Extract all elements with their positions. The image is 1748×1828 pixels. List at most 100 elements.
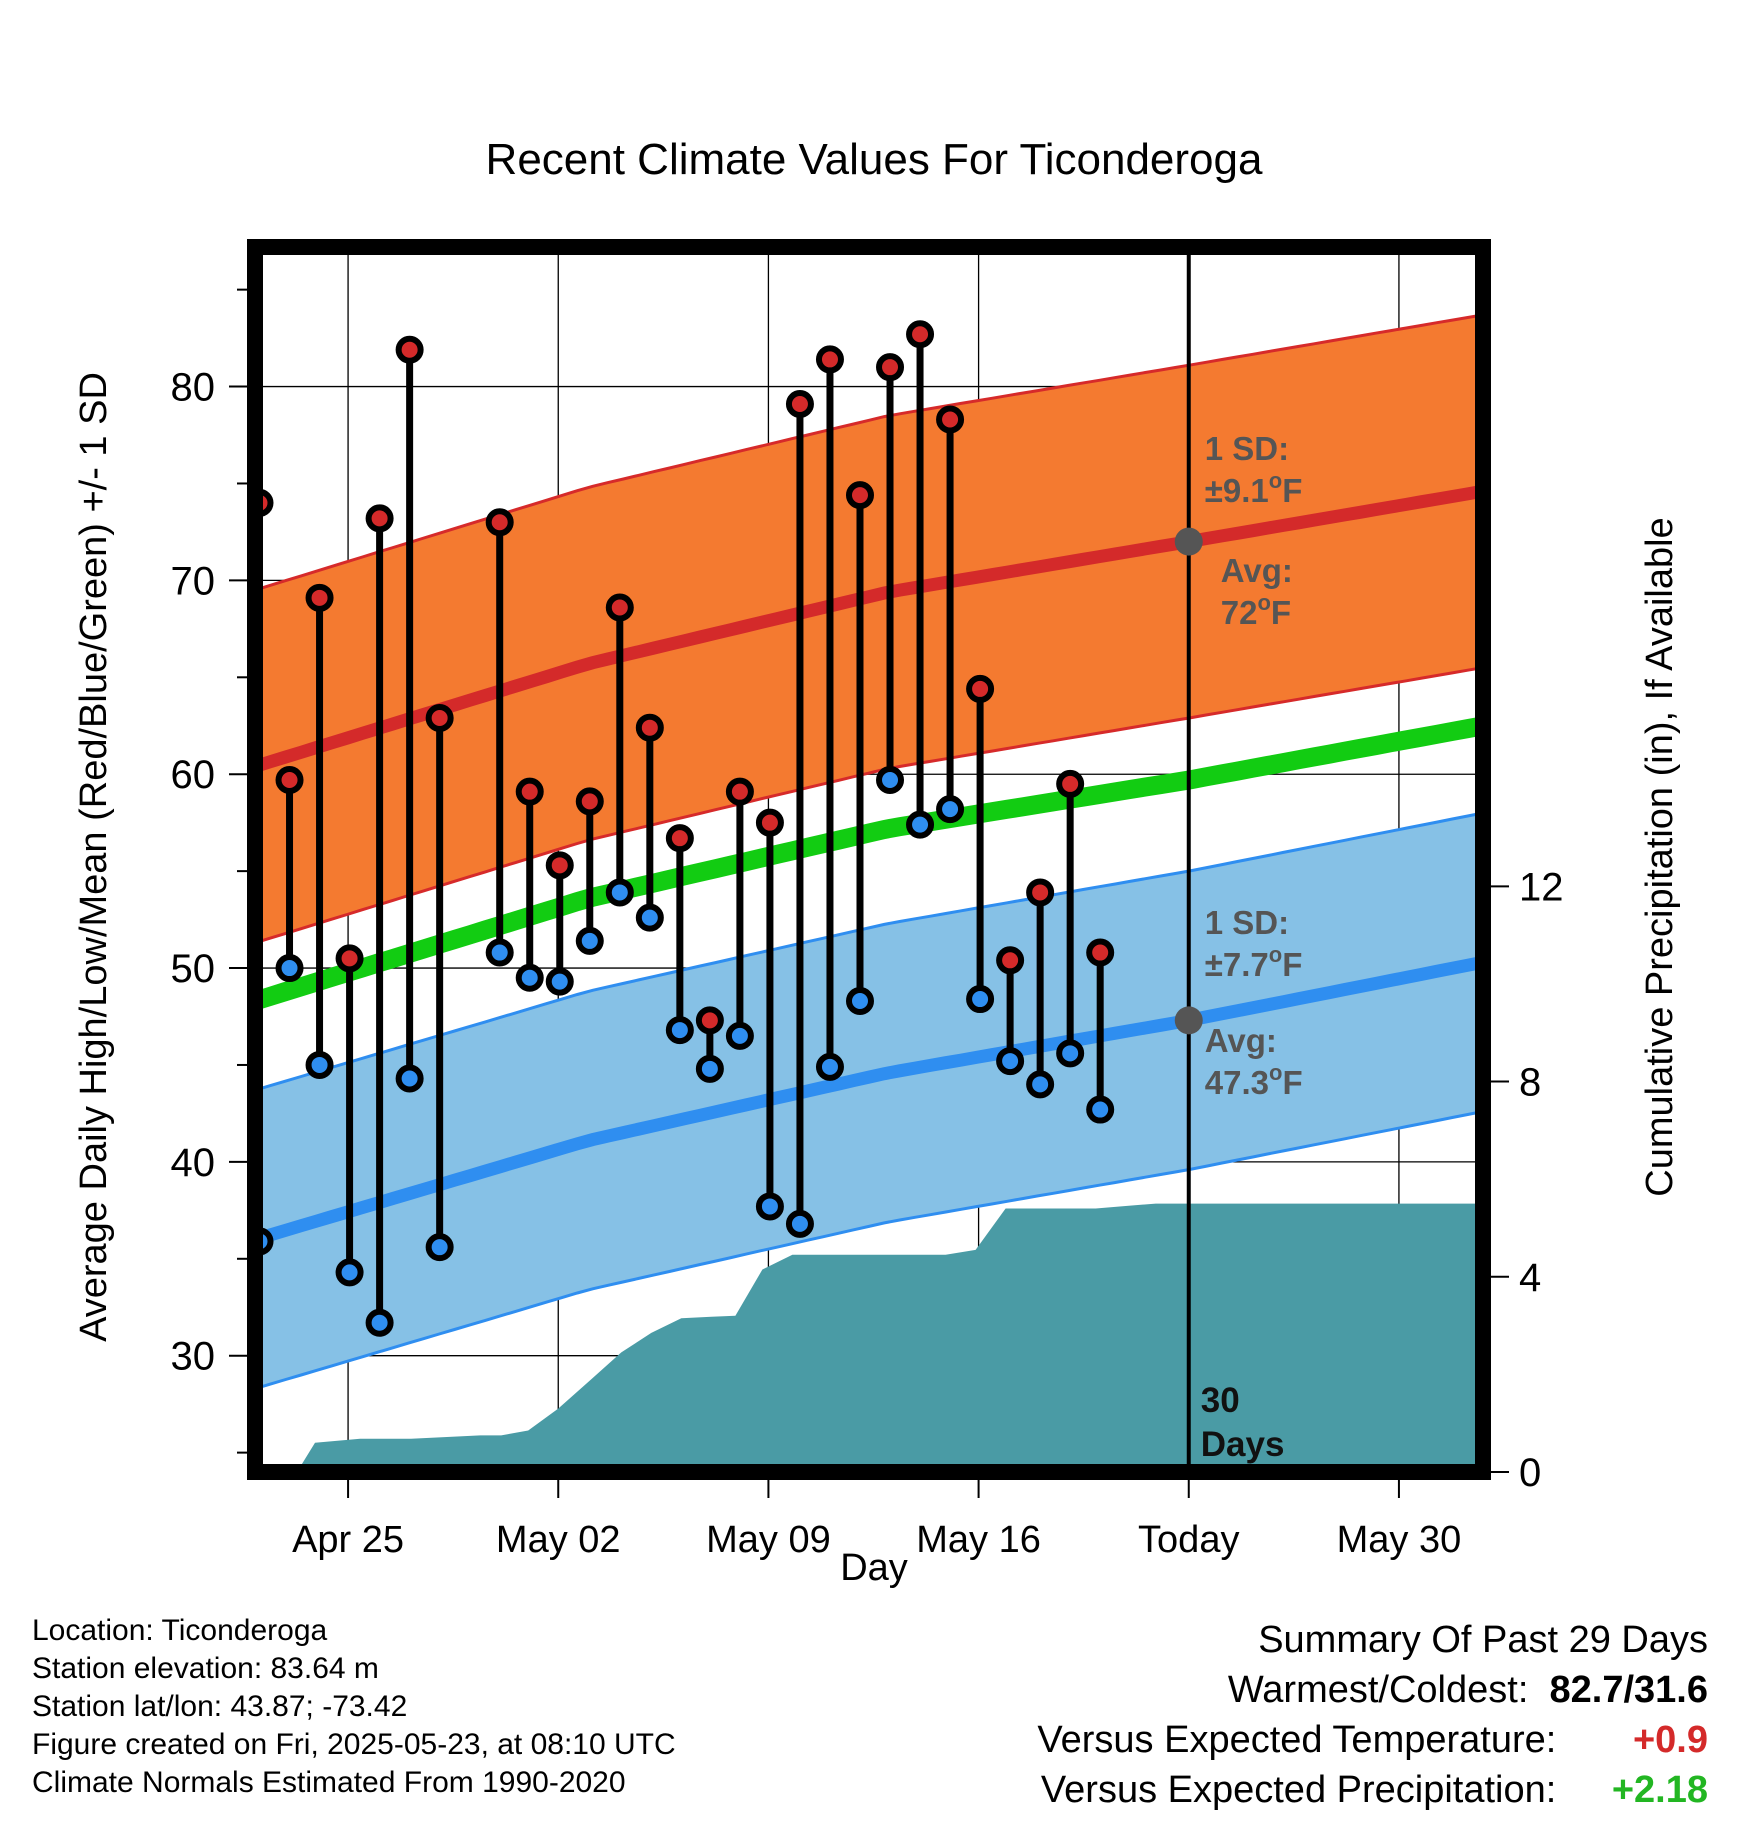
high-avg-annotation-label: Avg: <box>1221 552 1293 589</box>
daily-high-marker <box>485 508 514 537</box>
high-avg-annotation-value: 72oF <box>1221 590 1291 631</box>
daily-high-marker <box>635 713 664 742</box>
daily-low-marker <box>996 1047 1025 1076</box>
temp-value: +0.9 <box>1632 1719 1708 1761</box>
daily-high-marker <box>755 808 784 837</box>
daily-low-marker <box>515 963 544 992</box>
daily-low-marker <box>335 1258 364 1287</box>
station-info: Location: Ticonderoga Station elevation:… <box>32 1612 676 1802</box>
daily-high-marker <box>365 504 394 533</box>
x-tick-label: May 02 <box>496 1519 621 1561</box>
daily-low-marker <box>1086 1095 1115 1124</box>
daily-low-marker <box>395 1064 424 1093</box>
warm-cold-label: Warmest/Coldest: <box>1227 1669 1529 1711</box>
daily-low-marker <box>365 1308 394 1337</box>
y-tick-label: 30 <box>171 1335 216 1379</box>
daily-low-marker <box>218 1261 240 1283</box>
daily-high-marker <box>1086 938 1115 967</box>
high-average-line <box>255 484 1483 773</box>
warm-cold-row: Warmest/Coldest: 82.7/31.6 <box>1037 1665 1708 1715</box>
daily-high-marker <box>1026 878 1055 907</box>
daily-high-marker <box>936 405 965 434</box>
low-average-line <box>255 955 1483 1246</box>
high-sd-annotation-label: 1 SD: <box>1205 430 1289 467</box>
daily-high-marker <box>876 353 905 382</box>
daily-low-marker <box>1056 1039 1085 1068</box>
high-sd-band <box>255 314 1483 943</box>
daily-low-marker <box>936 795 965 824</box>
high-band-upper-edge <box>255 313 1483 592</box>
daily-high-marker <box>545 851 574 880</box>
daily-high-marker <box>695 1006 724 1035</box>
daily-low-marker <box>906 810 935 839</box>
daily-low-marker <box>725 1021 754 1050</box>
precip-tick-label: 12 <box>1519 865 1564 909</box>
y-tick-label: 80 <box>171 366 216 410</box>
days-label-line: 30 <box>1201 1381 1240 1420</box>
precip-label: Versus Expected Precipitation: <box>1040 1769 1557 1811</box>
daily-high-marker <box>785 390 814 419</box>
y-tick-label: 40 <box>171 1141 216 1185</box>
x-tick-label: May 30 <box>1337 1519 1462 1561</box>
precip-tick-label: 8 <box>1519 1061 1541 1105</box>
precipitation-area <box>255 1203 1483 1472</box>
summary-heading: Summary Of Past 29 Days <box>1258 1619 1708 1661</box>
x-tick-label: May 16 <box>916 1519 1041 1561</box>
daily-low-marker <box>635 903 664 932</box>
low-band-lower-edge <box>255 1110 1483 1391</box>
created-text: Figure created on Fri, 2025-05-23, at 08… <box>32 1728 676 1761</box>
low-sd-annotation-label: 1 SD: <box>1205 904 1289 941</box>
y-axis-label-left: Average Daily High/Low/Mean (Red/Blue/Gr… <box>73 372 115 1342</box>
daily-high-marker <box>966 674 995 703</box>
y-tick-label: 50 <box>171 947 216 991</box>
daily-low-marker <box>545 967 574 996</box>
low-band-upper-edge <box>255 811 1483 1092</box>
location-text: Location: Ticonderoga <box>32 1614 328 1647</box>
daily-low-marker <box>605 878 634 907</box>
summary-panel: Summary Of Past 29 Days Warmest/Coldest:… <box>1037 1615 1708 1815</box>
daily-high-marker <box>605 593 634 622</box>
daily-high-marker <box>845 481 874 510</box>
daily-high-marker <box>725 777 754 806</box>
daily-low-marker <box>275 954 304 983</box>
climate-chart: Recent Climate Values For Ticonderoga 1 … <box>73 135 1681 1589</box>
daily-low-marker <box>575 926 604 955</box>
daily-low-marker <box>755 1192 784 1221</box>
y-axis-label-right: Cumulative Precipitation (in), If Availa… <box>1639 517 1681 1196</box>
x-axis-label: Day <box>840 1547 908 1589</box>
daily-low-marker <box>785 1209 814 1238</box>
x-tick-label: Apr 25 <box>292 1519 404 1561</box>
low-avg-annotation-label: Avg: <box>1205 1022 1277 1059</box>
daily-high-marker <box>515 777 544 806</box>
low-avg-annotation-value: 47.3oF <box>1205 1060 1303 1101</box>
warm-cold-value: 82.7/31.6 <box>1549 1669 1708 1711</box>
daily-high-marker <box>335 944 364 973</box>
low-sd-annotation-value: ±7.7oF <box>1205 942 1303 983</box>
daily-low-marker <box>876 766 905 795</box>
daily-high-marker <box>815 345 844 374</box>
daily-low-marker <box>695 1054 724 1083</box>
plot-frame <box>247 239 1491 1480</box>
mean-line <box>255 716 1483 1011</box>
daily-low-marker <box>665 1016 694 1045</box>
daily-high-marker <box>275 766 304 795</box>
high-band-lower-edge <box>255 666 1483 945</box>
temp-row: Versus Expected Temperature: +0.9 <box>1037 1715 1708 1765</box>
latlon-text: Station lat/lon: 43.87; -73.42 <box>32 1690 408 1723</box>
daily-high-marker <box>218 629 240 651</box>
precip-row: Versus Expected Precipitation: +2.18 <box>1037 1765 1708 1815</box>
daily-low-marker <box>815 1052 844 1081</box>
today-low-average-marker <box>1174 1006 1203 1035</box>
daily-high-marker <box>305 583 334 612</box>
daily-low-marker <box>305 1050 334 1079</box>
y-tick-label: 60 <box>171 753 216 797</box>
high-sd-annotation-value: ±9.1oF <box>1205 468 1303 509</box>
daily-high-marker <box>575 787 604 816</box>
daily-high-marker <box>395 335 424 364</box>
daily-low-marker <box>485 938 514 967</box>
y-tick-label: 70 <box>171 559 216 603</box>
temp-label: Versus Expected Temperature: <box>1037 1719 1557 1761</box>
x-tick-label: Today <box>1138 1519 1239 1561</box>
